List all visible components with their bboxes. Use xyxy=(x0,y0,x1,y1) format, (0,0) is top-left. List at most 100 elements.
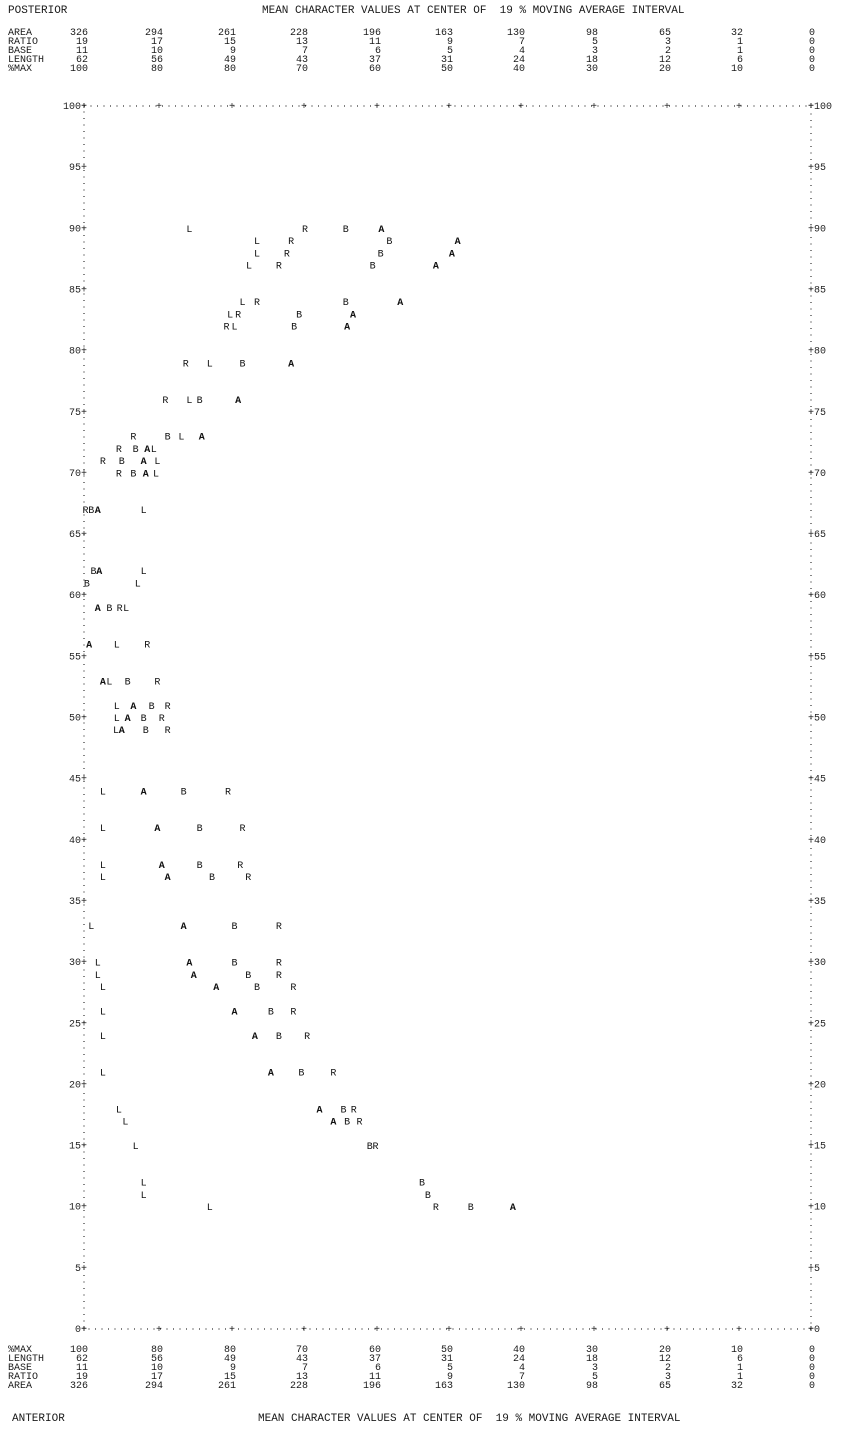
data-point-B: B xyxy=(343,225,349,236)
top-scale-value: 13 xyxy=(295,37,308,48)
y-tick-label-left: 55+ xyxy=(69,652,87,663)
bottom-scale-value: 5 xyxy=(446,1363,453,1374)
top-tick-mark: + xyxy=(664,102,670,113)
data-point-A: A xyxy=(397,298,403,309)
data-point-B: B xyxy=(130,469,136,480)
data-point-R: R xyxy=(154,677,160,688)
bottom-scale-value: 70 xyxy=(295,1345,308,1356)
data-point-A: A xyxy=(510,1203,516,1214)
y-tick-label-right: +5 xyxy=(808,1264,820,1275)
data-point-B: B xyxy=(298,1069,304,1080)
data-point-B: B xyxy=(291,323,297,334)
data-point-A: A xyxy=(141,457,147,468)
top-tick-mark: + xyxy=(446,102,452,113)
data-point-L: L xyxy=(246,261,252,272)
top-tick-mark: + xyxy=(229,102,235,113)
bottom-scale-value: 19 xyxy=(75,1372,88,1383)
top-chart-title: MEAN CHARACTER VALUES AT CENTER OF 19 % … xyxy=(262,5,685,17)
top-scale-value: 50 xyxy=(440,64,453,75)
bottom-scale-value: 13 xyxy=(295,1372,308,1383)
y-tick-label-left: 75+ xyxy=(69,408,87,419)
data-point-L: L xyxy=(106,677,112,688)
y-tick-label-right: +100 xyxy=(808,102,832,113)
data-point-L: L xyxy=(207,359,213,370)
data-point-R: R xyxy=(284,249,290,260)
data-point-L: L xyxy=(151,445,157,456)
data-point-A: A xyxy=(141,787,147,798)
data-point-B: B xyxy=(165,433,171,444)
top-scale-label: %MAX xyxy=(8,64,33,75)
bottom-tick-mark: + xyxy=(664,1325,670,1336)
top-scale-value: 12 xyxy=(658,55,671,66)
y-tick-label-left: 100+ xyxy=(63,102,87,113)
data-point-A: A xyxy=(95,506,101,517)
top-scale-value: 7 xyxy=(301,46,308,57)
data-point-A: A xyxy=(350,310,356,321)
top-scale-value: 80 xyxy=(150,64,163,75)
data-point-R: R xyxy=(433,1203,439,1214)
top-scale-value: 80 xyxy=(223,64,236,75)
y-tick-label-left: 95+ xyxy=(69,163,87,174)
data-point-R: R xyxy=(239,824,245,835)
data-point-R: R xyxy=(304,1032,310,1043)
bottom-scale-value: 15 xyxy=(223,1372,236,1383)
top-scale-value: 15 xyxy=(223,37,236,48)
data-point-A: A xyxy=(119,726,125,737)
bottom-scale-value: 60 xyxy=(368,1345,381,1356)
data-point-B: B xyxy=(419,1179,425,1190)
bottom-scale-value: 163 xyxy=(434,1381,453,1392)
data-point-B: B xyxy=(341,1105,347,1116)
data-point-R: R xyxy=(159,714,165,725)
bottom-scale-value: 10 xyxy=(150,1363,163,1374)
top-scale-value: 62 xyxy=(75,55,88,66)
bottom-scale-value: 261 xyxy=(217,1381,236,1392)
data-point-R: R xyxy=(373,1142,379,1153)
data-point-L: L xyxy=(100,1008,106,1019)
data-point-A: A xyxy=(330,1118,336,1129)
data-point-A: A xyxy=(165,873,171,884)
bottom-scale-value: 5 xyxy=(591,1372,598,1383)
bottom-scale-value: 32 xyxy=(730,1381,743,1392)
bottom-scale-label: %MAX xyxy=(8,1345,33,1356)
bottom-scale-value: 196 xyxy=(362,1381,381,1392)
data-point-B: B xyxy=(133,445,139,456)
data-point-L: L xyxy=(100,824,106,835)
top-tick-mark: + xyxy=(156,102,162,113)
y-tick-label-right: +65 xyxy=(808,530,826,541)
bottom-scale-value: 100 xyxy=(69,1345,88,1356)
top-scale-value: 49 xyxy=(223,55,236,66)
y-tick-label-right: +60 xyxy=(808,591,826,602)
top-tick-mark: + xyxy=(81,102,87,113)
y-tick-label-left: 85+ xyxy=(69,285,87,296)
bottom-scale-value: 0 xyxy=(808,1372,815,1383)
data-point-L: L xyxy=(100,873,106,884)
top-scale-value: 56 xyxy=(150,55,163,66)
posterior-label: POSTERIOR xyxy=(8,5,68,17)
data-point-A: A xyxy=(86,641,92,652)
bottom-scale-value: 7 xyxy=(301,1363,308,1374)
bottom-scale-value: 0 xyxy=(808,1354,815,1365)
bottom-scale-value: 1 xyxy=(736,1363,743,1374)
data-point-B: B xyxy=(425,1191,431,1202)
y-tick-label-right: +50 xyxy=(808,714,826,725)
top-scale-value: 5 xyxy=(591,37,598,48)
y-tick-label-right: +70 xyxy=(808,469,826,480)
bottom-scale-value: 2 xyxy=(664,1363,671,1374)
data-point-L: L xyxy=(114,702,120,713)
y-tick-label-left: 50+ xyxy=(69,714,87,725)
top-scale-label: AREA xyxy=(8,28,33,39)
top-scale-value: 98 xyxy=(585,28,598,39)
bottom-tick-mark: + xyxy=(374,1325,380,1336)
bottom-scale-value: 0 xyxy=(808,1381,815,1392)
bottom-scale-value: 6 xyxy=(736,1354,743,1365)
top-scale-value: 0 xyxy=(808,55,815,66)
data-point-A: A xyxy=(378,225,384,236)
top-tick-mark: + xyxy=(518,102,524,113)
y-tick-label-left: 25+ xyxy=(69,1019,87,1030)
bottom-scale-value: 40 xyxy=(512,1345,525,1356)
data-point-L: L xyxy=(100,787,106,798)
bottom-tick-mark: + xyxy=(229,1325,235,1336)
bottom-scale-value: 130 xyxy=(506,1381,525,1392)
data-point-B: B xyxy=(143,726,149,737)
